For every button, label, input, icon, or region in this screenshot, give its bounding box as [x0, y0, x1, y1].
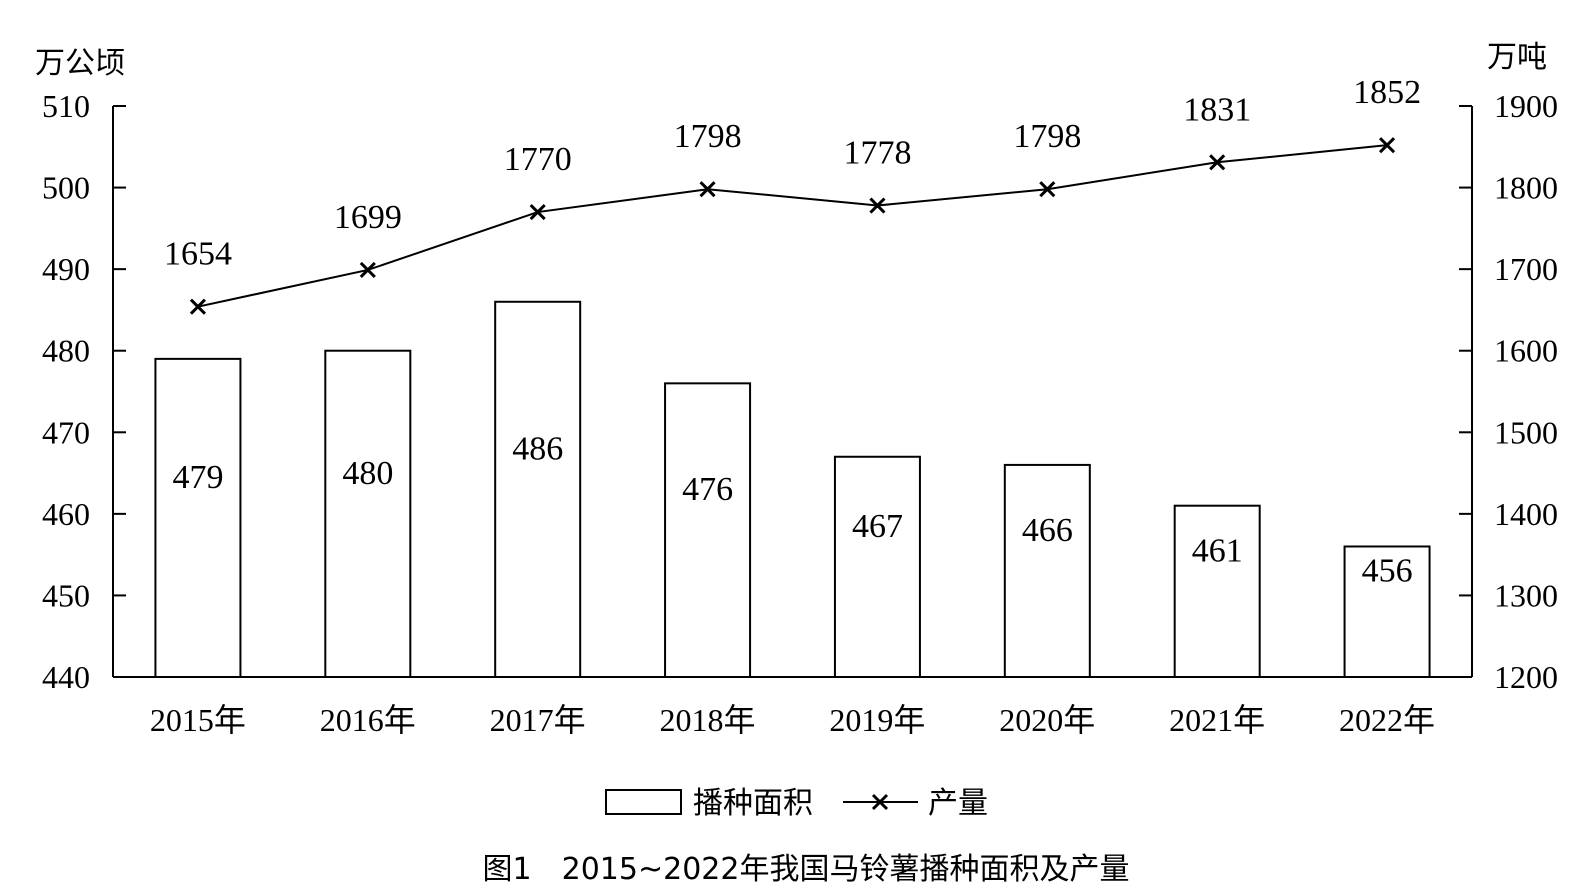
- left-axis-tick-label: 450: [42, 577, 90, 613]
- line-point-marker: [869, 197, 886, 214]
- left-axis-tick-label: 510: [42, 88, 90, 124]
- x-axis-tick-label: 2021年: [1169, 702, 1265, 738]
- line-value-label: 1778: [843, 135, 911, 172]
- x-axis-tick-label: 2022年: [1339, 702, 1435, 738]
- line-layer: [189, 137, 1396, 315]
- line-value-label: 1852: [1353, 74, 1421, 111]
- legend-bar-label: 播种面积: [693, 786, 813, 821]
- bar-value-label: 456: [1362, 553, 1413, 590]
- left-axis-tick-label: 460: [42, 496, 90, 532]
- line-value-label: 1798: [674, 118, 742, 155]
- right-axis-tick-label: 1200: [1494, 659, 1558, 695]
- bar-value-label: 480: [342, 455, 393, 492]
- right-axis-tick-label: 1600: [1494, 333, 1558, 369]
- bar: [1003, 463, 1091, 678]
- legend-line-label: 产量: [928, 786, 988, 821]
- bar: [324, 349, 412, 678]
- production-line: [197, 144, 1388, 308]
- x-axis-tick-label: 2017年: [490, 702, 586, 738]
- line-point-marker: [699, 181, 716, 198]
- right-axis-tick-label: 1300: [1494, 577, 1558, 613]
- line-point-marker: [359, 261, 376, 279]
- right-axis-tick-label: 1700: [1494, 251, 1558, 287]
- line-value-label: 1654: [164, 236, 232, 273]
- x-axis-tick-label: 2019年: [829, 702, 925, 738]
- bar-value-label: 461: [1192, 532, 1243, 569]
- left-axis-unit: 万公顷: [35, 46, 125, 81]
- x-axis-tick-label: 2018年: [660, 702, 756, 738]
- labels-layer: 479 480 486 476 467 466 461 456 1654 1699 1770 1798…: [164, 74, 1421, 590]
- right-axis-tick-label: 1900: [1494, 88, 1558, 124]
- x-axis-tick-label: 2015年: [150, 702, 246, 738]
- line-point-marker: [529, 203, 546, 221]
- left-axis-tick-label: 500: [42, 170, 90, 206]
- line-point-marker: [189, 298, 206, 315]
- left-axis-tick-label: 440: [42, 659, 90, 695]
- bar: [494, 300, 582, 678]
- right-axis-tick-label: 1400: [1494, 496, 1558, 532]
- bar: [1343, 545, 1431, 678]
- bar-value-label: 476: [682, 471, 733, 508]
- bars-layer: [154, 300, 1431, 679]
- line-point-marker: [1039, 181, 1056, 198]
- legend: 播种面积 产量: [605, 786, 988, 821]
- axes-layer: 440 450 460 470 480 490 500 510 1200 1300 1400 1500…: [42, 88, 1558, 738]
- line-value-label: 1831: [1183, 91, 1251, 128]
- left-axis-tick-label: 490: [42, 251, 90, 287]
- x-axis-tick-label: 2016年: [320, 702, 416, 738]
- bar-value-label: 467: [852, 508, 903, 545]
- right-axis-tick-label: 1800: [1494, 170, 1558, 206]
- left-axis-tick-label: 480: [42, 333, 90, 369]
- bar-value-label: 466: [1022, 512, 1073, 549]
- legend-bar-swatch: [605, 789, 682, 815]
- figure-caption: 图1 2015~2022年我国马铃薯播种面积及产量: [483, 852, 1130, 887]
- right-axis-tick-label: 1500: [1494, 414, 1558, 450]
- left-axis-tick-label: 470: [42, 414, 90, 450]
- bar-value-label: 479: [172, 459, 223, 496]
- bar-value-label: 486: [512, 430, 563, 467]
- line-value-label: 1770: [504, 141, 572, 178]
- x-axis-tick-label: 2020年: [999, 702, 1095, 738]
- legend-x-marker-icon: [871, 793, 889, 811]
- right-axis-unit: 万吨: [1487, 40, 1547, 75]
- line-value-label: 1699: [334, 199, 402, 236]
- line-point-marker: [1209, 154, 1226, 171]
- bar: [664, 382, 752, 678]
- line-value-label: 1798: [1013, 118, 1081, 155]
- bar: [833, 455, 921, 678]
- bar: [154, 357, 242, 678]
- line-point-marker: [1378, 137, 1396, 154]
